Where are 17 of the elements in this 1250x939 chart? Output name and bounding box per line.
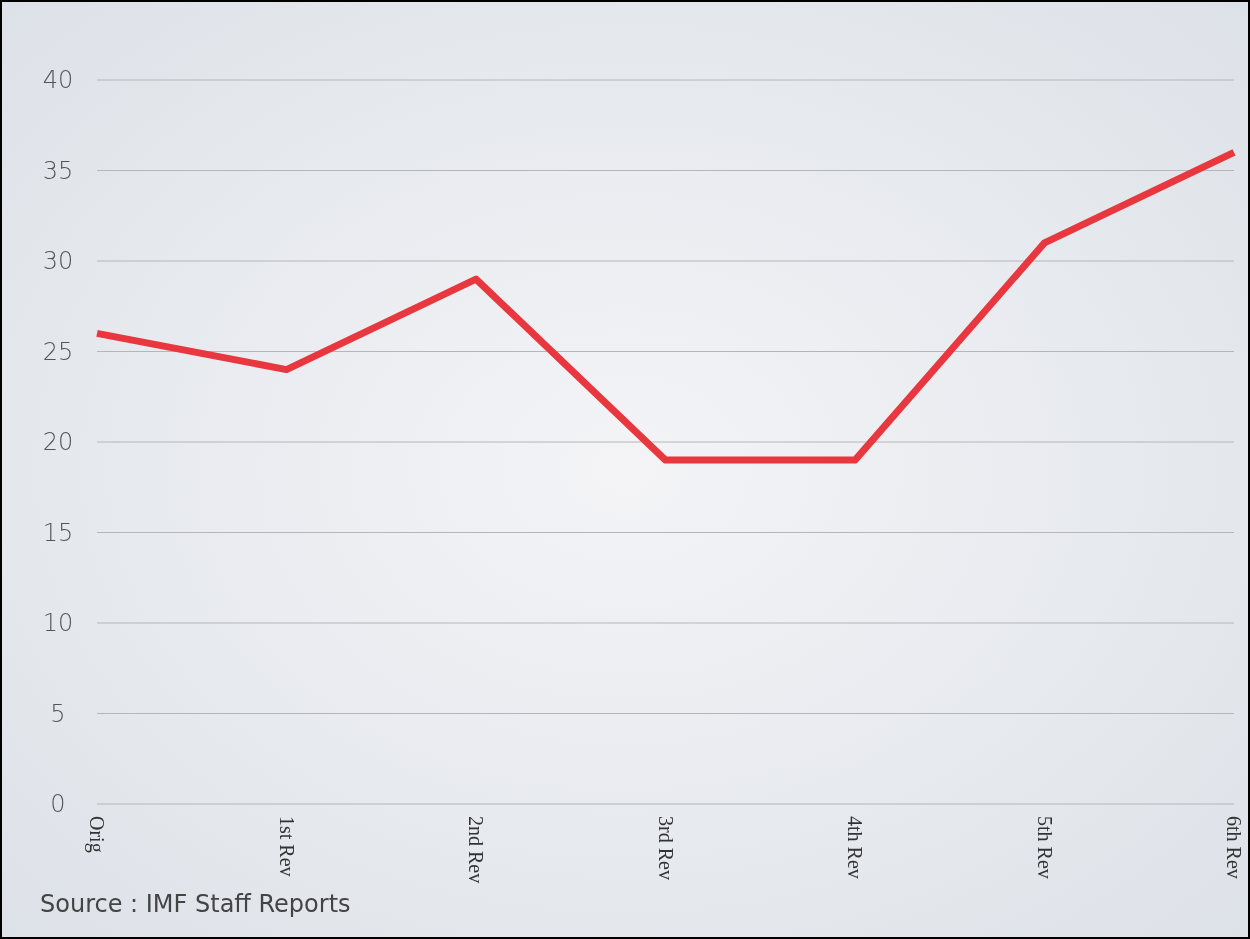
y-tick-label: 25 xyxy=(42,337,74,366)
y-tick-label: 40 xyxy=(42,66,74,95)
x-tick-label: 1st Rev xyxy=(275,816,298,877)
y-tick-label: 5 xyxy=(50,699,66,728)
x-tick-label: 5th Rev xyxy=(1033,816,1056,879)
source-note: Source : IMF Staff Reports xyxy=(40,890,351,918)
x-tick-label: 6th Rev xyxy=(1223,816,1245,879)
x-tick-label: 3rd Rev xyxy=(654,816,677,880)
y-tick-label: 15 xyxy=(42,518,74,547)
y-tick-label: 35 xyxy=(42,156,74,185)
x-tick-label: Orig xyxy=(85,816,108,853)
y-tick-label: 20 xyxy=(42,428,74,457)
y-tick-label: 0 xyxy=(50,790,66,819)
y-tick-label: 30 xyxy=(42,247,74,276)
x-tick-label: 2nd Rev xyxy=(465,816,487,884)
y-tick-label: 10 xyxy=(42,609,74,638)
x-tick-label: 4th Rev xyxy=(844,816,866,879)
